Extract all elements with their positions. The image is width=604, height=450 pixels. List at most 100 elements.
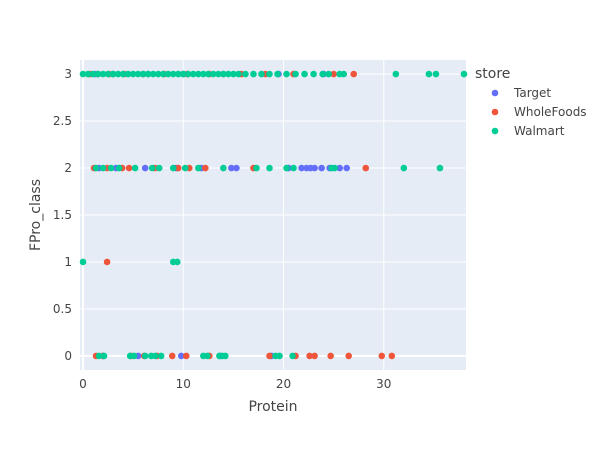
legend-label: Target [513, 86, 551, 100]
data-point [114, 70, 122, 78]
data-point [169, 164, 177, 172]
data-point [173, 258, 181, 266]
data-point [319, 70, 326, 78]
data-point [432, 70, 440, 78]
data-point [99, 70, 107, 78]
x-tick-label: 0 [79, 377, 87, 391]
data-point [230, 70, 237, 78]
legend-marker [491, 127, 499, 135]
data-point [331, 164, 338, 172]
data-point [100, 352, 108, 360]
data-point [301, 70, 308, 78]
data-point [258, 70, 265, 78]
data-point [400, 164, 408, 172]
data-point [210, 70, 217, 78]
legend-item-walmart[interactable]: Walmart [491, 124, 565, 138]
data-point [362, 164, 370, 172]
data-point [109, 70, 117, 78]
x-tick-label: 20 [276, 377, 291, 391]
data-point [141, 164, 149, 172]
data-point [131, 164, 139, 172]
data-point [292, 70, 299, 78]
data-point [336, 164, 343, 172]
data-point [181, 164, 189, 172]
data-point [311, 164, 318, 172]
legend-item-target[interactable]: Target [491, 86, 552, 100]
data-point [235, 70, 242, 78]
data-point [89, 70, 97, 78]
x-axis-title: Protein [248, 399, 297, 415]
data-point [310, 70, 317, 78]
data-point [182, 352, 190, 360]
data-point [306, 352, 313, 360]
data-point [276, 352, 283, 360]
data-point [289, 352, 296, 360]
data-point [204, 352, 211, 360]
data-point [200, 70, 207, 78]
data-point [350, 70, 358, 78]
data-point [79, 70, 87, 78]
data-point [84, 70, 92, 78]
y-axis-title: FPro_class [28, 179, 44, 251]
series-walmart [79, 70, 468, 360]
data-point [154, 70, 162, 78]
data-point [139, 70, 147, 78]
data-point [388, 352, 396, 360]
data-point [311, 352, 318, 360]
data-point [266, 70, 273, 78]
y-tick-label: 1.5 [53, 208, 72, 222]
data-point [250, 70, 257, 78]
data-point [130, 352, 138, 360]
data-point [425, 70, 433, 78]
y-tick-labels: 0 0.5 1 1.5 2 2.5 3 [53, 67, 72, 363]
data-point [340, 70, 347, 78]
data-points [79, 70, 468, 360]
data-point [266, 352, 273, 360]
data-point [134, 70, 142, 78]
data-point [318, 164, 325, 172]
data-point [144, 70, 152, 78]
data-point [155, 164, 163, 172]
data-point [345, 352, 352, 360]
data-point [104, 70, 112, 78]
data-point [274, 70, 281, 78]
data-point [225, 70, 232, 78]
data-point [460, 70, 468, 78]
data-point [378, 352, 386, 360]
y-tick-label: 0 [64, 349, 72, 363]
data-point [330, 70, 337, 78]
data-point [205, 70, 212, 78]
data-point [202, 164, 209, 172]
data-point [290, 164, 297, 172]
data-point [343, 164, 350, 172]
data-point [436, 164, 444, 172]
data-point [149, 70, 157, 78]
data-point [159, 70, 167, 78]
data-point [103, 258, 111, 266]
data-point [79, 258, 87, 266]
data-point [283, 70, 290, 78]
data-point [325, 70, 332, 78]
y-tick-label: 1 [64, 255, 72, 269]
data-point [119, 70, 127, 78]
data-point [164, 70, 172, 78]
legend-marker [491, 89, 499, 97]
x-tick-label: 30 [376, 377, 391, 391]
data-point [129, 70, 137, 78]
data-point [174, 164, 182, 172]
legend-label: Walmart [514, 124, 565, 138]
legend-item-wholefoods[interactable]: WholeFoods [491, 105, 587, 119]
data-point [392, 70, 400, 78]
y-tick-label: 0.5 [53, 302, 72, 316]
data-point [125, 164, 133, 172]
x-tick-label: 10 [176, 377, 191, 391]
legend: store Target WholeFoods Walmart [475, 66, 587, 138]
y-tick-label: 2.5 [53, 114, 72, 128]
data-point [298, 164, 305, 172]
data-point [228, 164, 235, 172]
data-point [169, 70, 177, 78]
legend-title: store [475, 66, 510, 82]
data-point [242, 70, 249, 78]
